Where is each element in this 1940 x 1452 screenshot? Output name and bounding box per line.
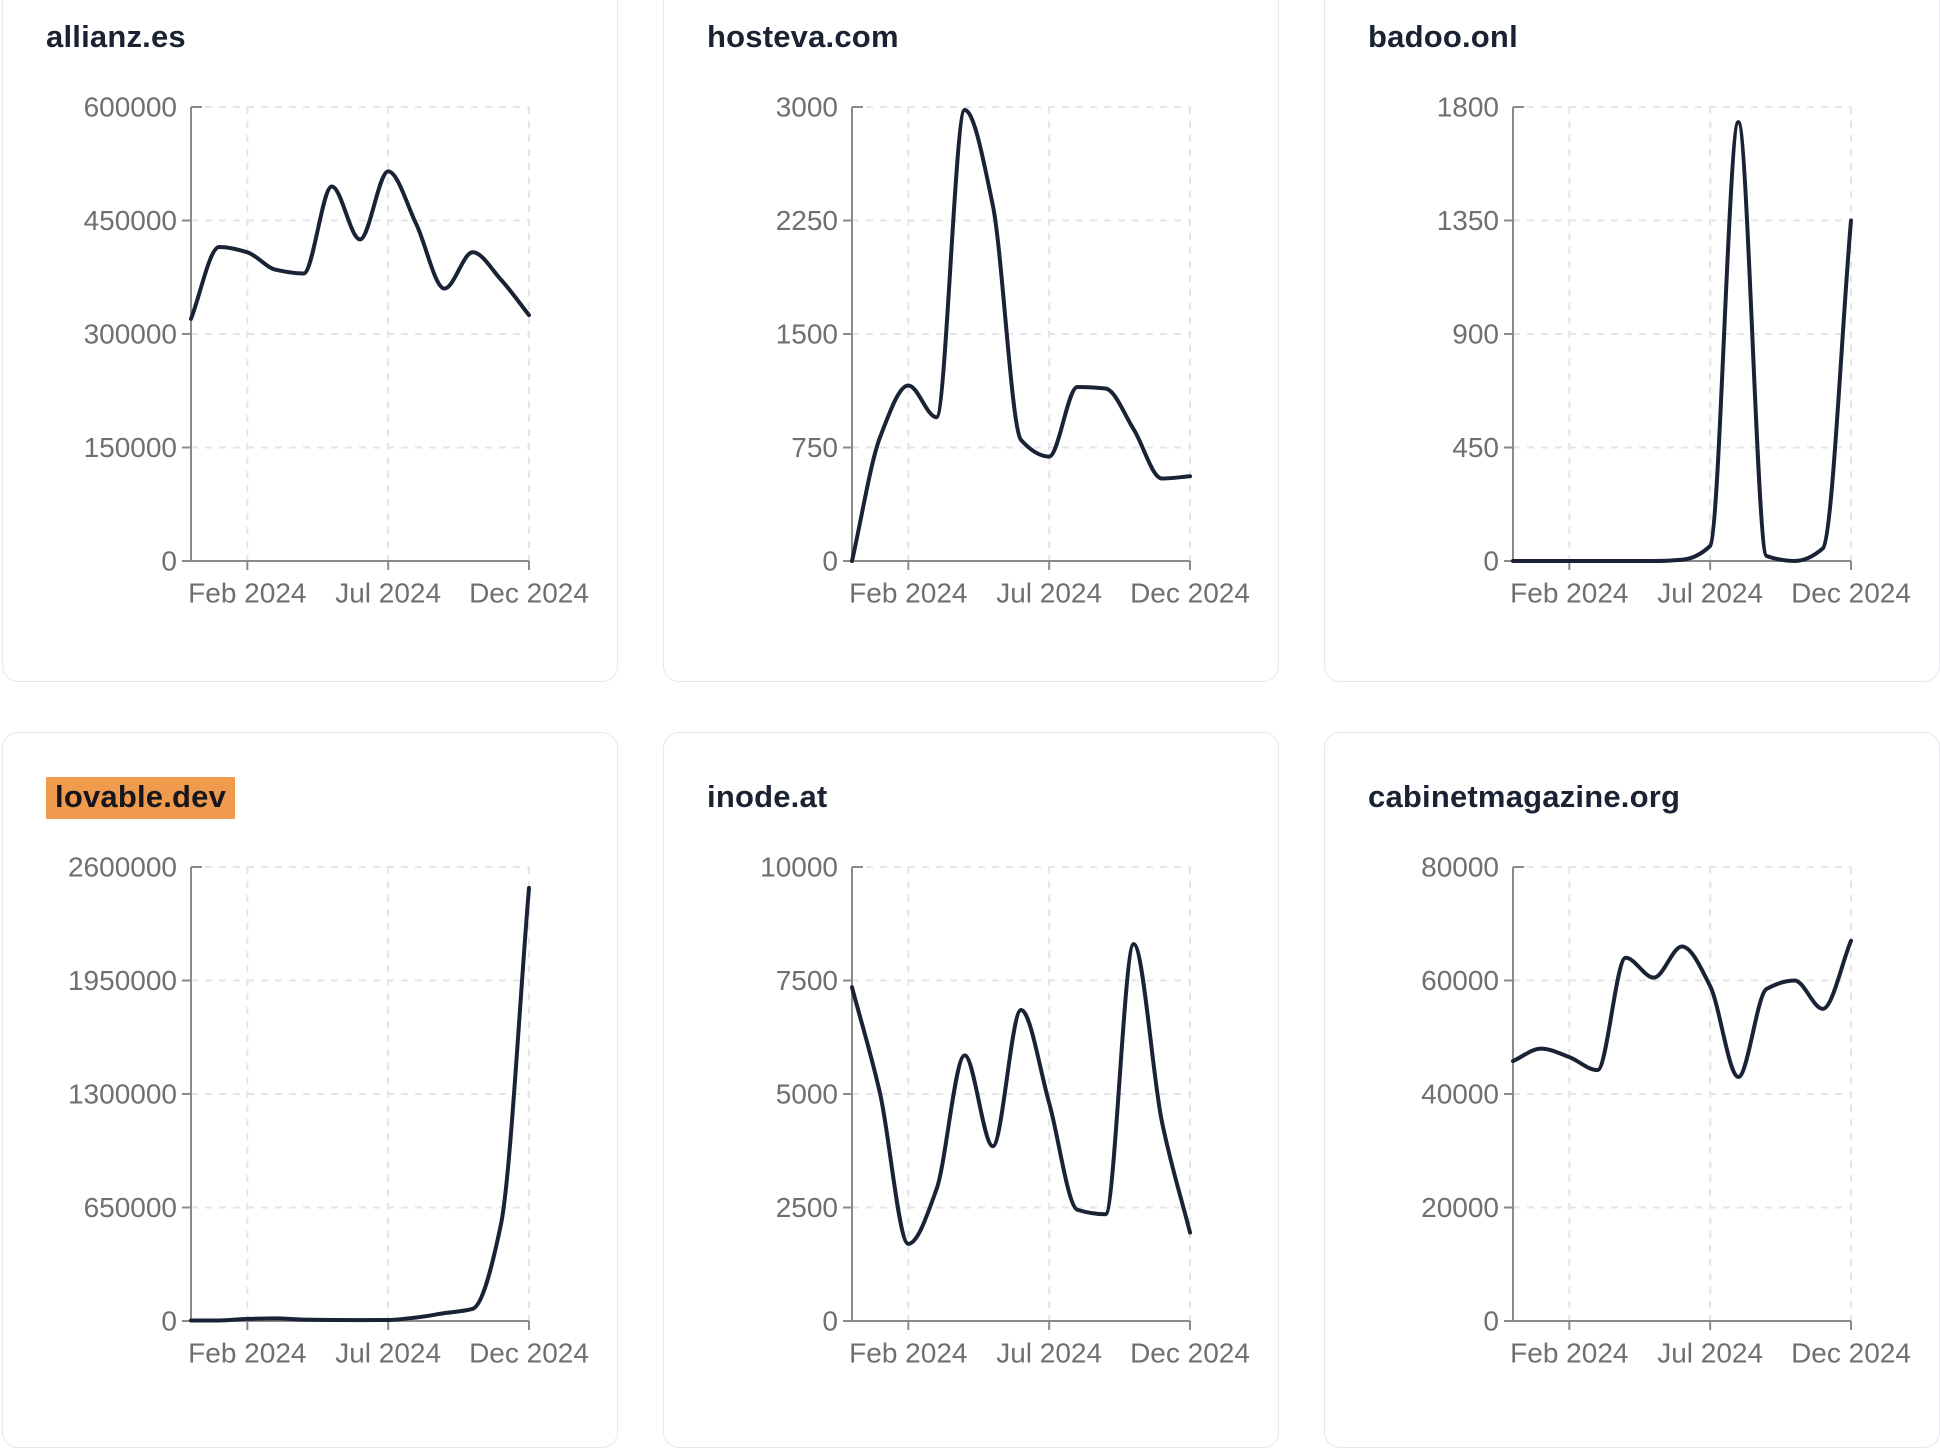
line-chart: 0 450 900 1350 1800 Feb 2024 Jul 2024 Dec 2024 [1437,92,1911,609]
y-tick-label: 3000 [776,92,838,123]
x-tick-label: Jul 2024 [996,1338,1102,1369]
x-tick-label: Jul 2024 [335,578,441,609]
chart-card-allianz: allianz.es 0 150000 300000 450000 600000 Feb … [2,0,618,682]
chart-card-inode: inode.at 0 2500 5000 7500 10000 Feb 2024 Jul 2… [663,732,1279,1448]
y-tick-label: 0 [822,1306,838,1337]
y-tick-label: 10000 [760,852,838,883]
chart-card-lovable: lovable.dev 0 650000 1300000 1950000 2600000… [2,732,618,1448]
chart-title: hosteva.com [707,19,899,54]
x-tick-label: Jul 2024 [996,578,1102,609]
y-tick-label: 150000 [84,432,177,463]
y-tick-label: 450 [1452,432,1499,463]
series-line [1511,938,1853,1079]
x-tick-label: Dec 2024 [469,578,589,609]
y-tick-label: 7500 [776,965,838,996]
x-tick-label: Jul 2024 [1657,1338,1763,1369]
chart-card-cabinetmagazine: cabinetmagazine.org 0 20000 40000 60000 8000… [1324,732,1940,1448]
x-tick-label: Feb 2024 [188,1338,306,1369]
x-tick-label: Feb 2024 [849,578,967,609]
y-tick-label: 20000 [1421,1192,1499,1223]
x-tick-label: Jul 2024 [1657,578,1763,609]
y-tick-label: 1500 [776,319,838,350]
y-tick-label: 1300000 [68,1079,177,1110]
chart-title-highlighted: lovable.dev [46,777,236,819]
x-tick-label: Jul 2024 [335,1338,441,1369]
y-tick-label: 2600000 [68,852,177,883]
y-tick-label: 300000 [84,319,177,350]
y-tick-label: 650000 [84,1192,177,1223]
chart-title: cabinetmagazine.org [1368,779,1681,814]
line-chart: 0 750 1500 2250 3000 Feb 2024 Jul 2024 Dec 2024 [776,92,1250,609]
x-tick-label: Dec 2024 [1130,578,1250,609]
y-tick-label: 60000 [1421,965,1499,996]
series-line [850,108,1192,563]
chart-card-hosteva: hosteva.com 0 750 1500 2250 3000 Feb 2024 Jul … [663,0,1279,682]
y-tick-label: 0 [161,546,177,577]
y-tick-label: 80000 [1421,852,1499,883]
x-tick-label: Dec 2024 [1791,578,1911,609]
x-tick-label: Feb 2024 [188,578,306,609]
y-tick-label: 0 [822,546,838,577]
y-tick-label: 600000 [84,92,177,123]
x-tick-label: Feb 2024 [849,1338,967,1369]
x-tick-label: Feb 2024 [1510,578,1628,609]
series-line [1511,120,1853,564]
y-tick-label: 750 [791,432,838,463]
y-tick-label: 40000 [1421,1079,1499,1110]
y-tick-label: 0 [161,1306,177,1337]
y-tick-label: 1800 [1437,92,1499,123]
series-line [850,942,1192,1246]
line-chart: 0 2500 5000 7500 10000 Feb 2024 Jul 2024 Dec 20… [760,852,1250,1369]
y-tick-label: 450000 [84,205,177,236]
line-chart: 0 650000 1300000 1950000 2600000 Feb 2024 Jul … [68,852,589,1369]
y-tick-label: 0 [1483,546,1499,577]
x-tick-label: Dec 2024 [469,1338,589,1369]
line-chart: 0 20000 40000 60000 80000 Feb 2024 Jul 2024 Dec… [1421,852,1911,1369]
y-tick-label: 2500 [776,1192,838,1223]
x-tick-label: Dec 2024 [1791,1338,1911,1369]
series-line [189,885,531,1323]
y-tick-label: 0 [1483,1306,1499,1337]
y-tick-label: 900 [1452,319,1499,350]
y-tick-label: 1950000 [68,965,177,996]
chart-card-badoo: badoo.onl 0 450 900 1350 1800 Feb 2024 Jul 202… [1324,0,1940,682]
x-tick-label: Feb 2024 [1510,1338,1628,1369]
chart-title: inode.at [707,779,828,814]
line-chart: 0 150000 300000 450000 600000 Feb 2024 Jul 202… [84,92,589,609]
chart-title: badoo.onl [1368,19,1518,54]
series-line [189,169,531,321]
y-tick-label: 2250 [776,205,838,236]
y-tick-label: 1350 [1437,205,1499,236]
y-tick-label: 5000 [776,1079,838,1110]
x-tick-label: Dec 2024 [1130,1338,1250,1369]
chart-title: allianz.es [46,19,186,54]
